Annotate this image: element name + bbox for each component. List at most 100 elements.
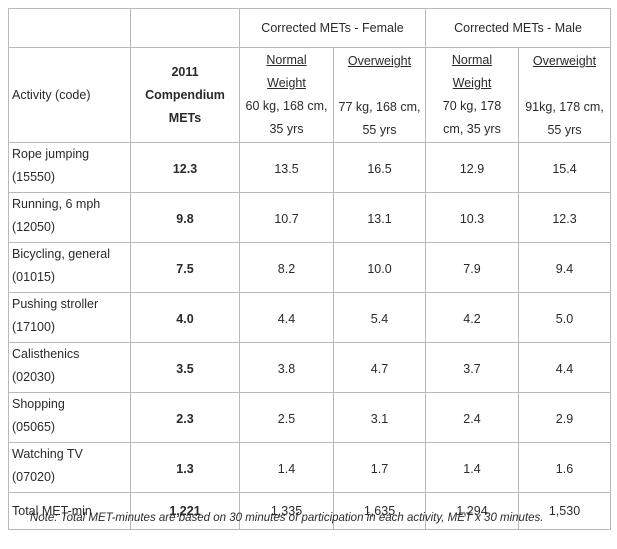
female-normal-value: 1.4	[239, 442, 334, 493]
blank-header-cell	[8, 8, 131, 48]
female-normal-value: 3.8	[239, 342, 334, 393]
male-overweight-value: 12.3	[518, 192, 611, 243]
male-overweight-desc: 91kg, 178 cm,	[525, 100, 604, 114]
female-overweight-desc: 77 kg, 168 cm,	[338, 100, 421, 114]
female-normal-desc: 35 yrs	[269, 122, 304, 136]
female-normal-value: 8.2	[239, 242, 334, 293]
compendium-value: 3.5	[130, 342, 240, 393]
male-overweight-header: Overweight 91kg, 178 cm, 55 yrs	[518, 47, 611, 143]
activity-name: Shopping	[12, 397, 65, 411]
male-normal-value: 12.9	[425, 142, 519, 193]
female-overweight-value: 13.1	[333, 192, 426, 243]
female-normal-value: 4.4	[239, 292, 334, 343]
male-overweight-value: 1.6	[518, 442, 611, 493]
spacer	[334, 73, 425, 96]
activity-cell: Watching TV (07020)	[8, 442, 131, 493]
activity-cell: Rope jumping (15550)	[8, 142, 131, 193]
female-overweight-title: Overweight	[347, 54, 412, 68]
female-overweight-value: 10.0	[333, 242, 426, 293]
male-normal-title: Weight	[452, 76, 492, 90]
male-normal-value: 1.4	[425, 442, 519, 493]
activity-cell: Pushing stroller (17100)	[8, 292, 131, 343]
activity-code: (15550)	[12, 170, 56, 184]
total-female-overweight: 1,635	[333, 492, 426, 530]
compendium-value: 1.3	[130, 442, 240, 493]
female-group-header: Corrected METs - Female	[239, 8, 426, 48]
male-normal-value: 2.4	[425, 392, 519, 443]
activity-name: Watching TV	[12, 447, 83, 461]
activity-code: (12050)	[12, 220, 56, 234]
female-normal-value: 10.7	[239, 192, 334, 243]
male-normal-value: 4.2	[425, 292, 519, 343]
table-row: Watching TV (07020) 1.3 1.4 1.7 1.4 1.6	[8, 442, 611, 493]
compendium-value: 2.3	[130, 392, 240, 443]
compendium-header-line: 2011	[171, 64, 199, 79]
female-overweight-desc: 55 yrs	[362, 123, 397, 137]
activity-cell: Bicycling, general (01015)	[8, 242, 131, 293]
male-normal-value: 3.7	[425, 342, 519, 393]
activity-code: (05065)	[12, 420, 56, 434]
male-normal-desc: 70 kg, 178	[442, 99, 502, 113]
table-note: Note: Total MET-minutes are based on 30 …	[30, 512, 544, 524]
female-normal-value: 2.5	[239, 392, 334, 443]
met-table: Corrected METs - Female Corrected METs -…	[8, 8, 611, 530]
female-normal-title: Weight	[267, 76, 306, 90]
male-overweight-title: Overweight	[532, 54, 597, 68]
table-row: Shopping (05065) 2.3 2.5 3.1 2.4 2.9	[8, 392, 611, 443]
blank-header-cell	[130, 8, 240, 48]
female-normal-desc: 60 kg, 168 cm,	[245, 99, 328, 113]
male-normal-title: Normal	[451, 53, 493, 67]
met-table-container: Corrected METs - Female Corrected METs -…	[8, 8, 611, 530]
male-normal-desc: cm, 35 yrs	[443, 122, 501, 136]
table-row: Bicycling, general (01015) 7.5 8.2 10.0 7.9 9.…	[8, 242, 611, 293]
compendium-value: 7.5	[130, 242, 240, 293]
male-overweight-value: 2.9	[518, 392, 611, 443]
table-row: Running, 6 mph (12050) 9.8 10.7 13.1 10.3 12.3	[8, 192, 611, 243]
female-overweight-value: 16.5	[333, 142, 426, 193]
activity-code: (17100)	[12, 320, 56, 334]
table-row: Rope jumping (15550) 12.3 13.5 16.5 12.9 15.4	[8, 142, 611, 193]
male-overweight-desc: 55 yrs	[547, 123, 582, 137]
table-row: Calisthenics (02030) 3.5 3.8 4.7 3.7 4.4	[8, 342, 611, 393]
spacer	[519, 73, 610, 96]
female-normal-header: Normal Weight 60 kg, 168 cm, 35 yrs	[239, 47, 334, 143]
compendium-value: 4.0	[130, 292, 240, 343]
activity-header: Activity (code)	[8, 47, 131, 143]
male-overweight-value: 5.0	[518, 292, 611, 343]
total-label: Total MET-min	[8, 492, 131, 530]
male-normal-value: 7.9	[425, 242, 519, 293]
male-normal-value: 10.3	[425, 192, 519, 243]
male-overweight-value: 9.4	[518, 242, 611, 293]
total-male-overweight: 1,530	[518, 492, 611, 530]
activity-name: Rope jumping	[12, 147, 90, 161]
male-overweight-value: 15.4	[518, 142, 611, 193]
activity-name: Running, 6 mph	[12, 197, 101, 211]
group-header-row: Corrected METs - Female Corrected METs -…	[8, 8, 611, 48]
compendium-header: 2011 Compendium METs	[130, 47, 240, 143]
female-normal-value: 13.5	[239, 142, 334, 193]
column-header-row: Activity (code) 2011 Compendium METs Nor…	[8, 47, 611, 143]
activity-name: Pushing stroller	[12, 297, 99, 311]
compendium-value: 12.3	[130, 142, 240, 193]
female-overweight-value: 5.4	[333, 292, 426, 343]
activity-name: Bicycling, general	[12, 247, 110, 261]
male-normal-header: Normal Weight 70 kg, 178 cm, 35 yrs	[425, 47, 519, 143]
activity-name: Calisthenics	[12, 347, 80, 361]
total-row: Total MET-min 1,221 1,335 1,635 1,294 1,…	[8, 492, 611, 530]
activity-cell: Running, 6 mph (12050)	[8, 192, 131, 243]
female-overweight-value: 1.7	[333, 442, 426, 493]
female-overweight-header: Overweight 77 kg, 168 cm, 55 yrs	[333, 47, 426, 143]
table-body: Rope jumping (15550) 12.3 13.5 16.5 12.9 15.4 R…	[8, 142, 611, 493]
activity-code: (02030)	[12, 370, 56, 384]
total-compendium: 1,221	[130, 492, 240, 530]
activity-code: (07020)	[12, 470, 56, 484]
compendium-value: 9.8	[130, 192, 240, 243]
compendium-header-line: METs	[168, 110, 202, 125]
table-row: Pushing stroller (17100) 4.0 4.4 5.4 4.2 5.0	[8, 292, 611, 343]
female-normal-title: Normal	[266, 53, 307, 67]
activity-cell: Shopping (05065)	[8, 392, 131, 443]
male-group-header: Corrected METs - Male	[425, 8, 611, 48]
female-overweight-value: 3.1	[333, 392, 426, 443]
activity-cell: Calisthenics (02030)	[8, 342, 131, 393]
activity-code: (01015)	[12, 270, 56, 284]
